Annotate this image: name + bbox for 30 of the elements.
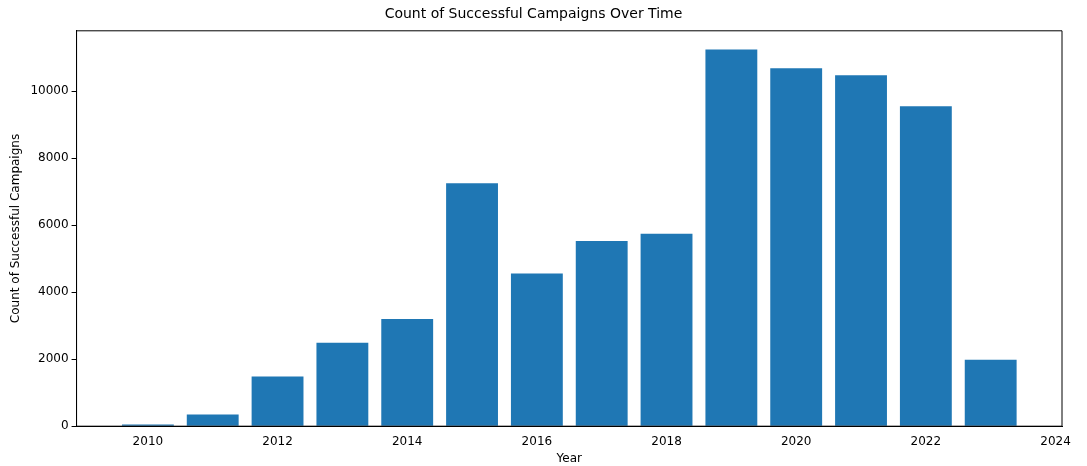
y-tick-label: 8000 xyxy=(38,150,69,165)
chart-title: Count of Successful Campaigns Over Time xyxy=(384,5,683,22)
bar xyxy=(575,240,628,426)
bar xyxy=(316,342,369,426)
bar xyxy=(381,318,434,426)
y-axis-title: Count of Successful Campaigns xyxy=(8,133,23,324)
x-tick-label: 2012 xyxy=(262,433,293,448)
y-tick-label: 6000 xyxy=(38,217,69,232)
bar xyxy=(251,376,304,426)
bar xyxy=(770,68,823,426)
x-tick-label: 2024 xyxy=(1040,433,1071,448)
y-tick-label: 0 xyxy=(60,418,69,433)
bar xyxy=(705,49,758,426)
bar xyxy=(899,106,952,426)
x-tick-label: 2020 xyxy=(780,433,812,448)
y-tick-label: 2000 xyxy=(38,351,69,366)
x-axis-title: Year xyxy=(555,450,583,465)
y-tick-label: 4000 xyxy=(38,284,69,299)
bar xyxy=(510,273,563,426)
x-tick-label: 2018 xyxy=(651,433,682,448)
bar xyxy=(640,233,693,426)
x-tick-label: 2016 xyxy=(521,433,553,448)
bar xyxy=(446,183,498,426)
bar xyxy=(964,359,1017,426)
x-tick-label: 2014 xyxy=(391,433,423,448)
x-tick-label: 2022 xyxy=(910,433,942,448)
bar xyxy=(835,75,887,426)
y-tick-label: 10000 xyxy=(30,83,69,98)
x-tick-label: 2010 xyxy=(132,433,164,448)
bar xyxy=(186,414,239,426)
